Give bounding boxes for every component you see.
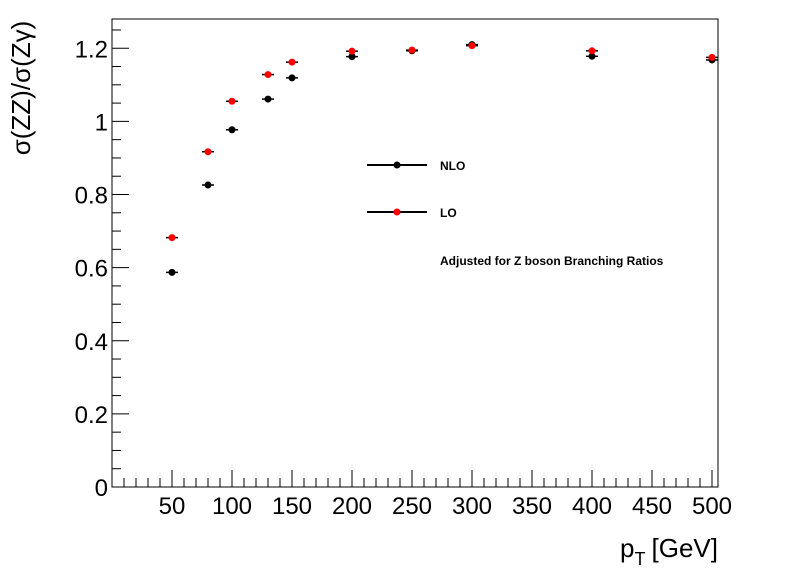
data-point-nlo	[264, 95, 272, 103]
y-tick-label: 1	[95, 109, 108, 136]
data-point-nlo	[288, 74, 296, 82]
y-tick-label: 0.2	[75, 402, 108, 429]
x-tick-label: 350	[512, 493, 552, 520]
legend-lo-marker	[393, 208, 401, 216]
legend-nlo-label: NLO	[440, 159, 465, 173]
x-tick-label: 150	[272, 493, 312, 520]
data-point-lo	[168, 234, 176, 242]
x-axis-title-unit: [GeV]	[652, 533, 718, 563]
legend-lo-label: LO	[440, 206, 457, 220]
y-tick-label: 1.2	[75, 36, 108, 63]
data-point-lo	[348, 47, 356, 55]
data-point-nlo	[204, 181, 212, 189]
series-layer	[166, 41, 718, 276]
x-tick-label: 250	[392, 493, 432, 520]
data-point-lo	[468, 42, 476, 50]
data-point-lo	[204, 148, 212, 156]
x-tick-label: 50	[159, 493, 186, 520]
data-point-nlo	[348, 53, 356, 61]
data-point-lo	[588, 47, 596, 55]
x-tick-label: 450	[632, 493, 672, 520]
plot-frame	[111, 18, 719, 488]
y-tick-label: 0	[95, 475, 108, 502]
annotation: Adjusted for Z boson Branching Ratios	[440, 254, 664, 268]
legend-nlo-marker	[393, 161, 401, 169]
data-point-lo	[708, 53, 716, 61]
x-axis-tick-labels: 50 100 150 200 250 300 350 400 450 500	[159, 493, 732, 520]
series-lo	[166, 42, 718, 242]
y-tick-label: 0.4	[75, 329, 108, 356]
y-tick-label: 0.6	[75, 256, 108, 283]
data-point-lo	[408, 46, 416, 54]
legend: NLO LO	[367, 159, 465, 220]
y-axis-title: σ(ZZ)/σ(Zγ)	[6, 21, 36, 156]
y-tick-label: 0.8	[75, 183, 108, 210]
x-tick-label: 500	[692, 493, 732, 520]
x-axis-ticks	[123, 470, 713, 487]
y-axis-ticks	[112, 29, 129, 488]
x-tick-label: 400	[572, 493, 612, 520]
y-axis-tick-labels: 0 0.2 0.4 0.6 0.8 1 1.2	[75, 36, 108, 502]
data-point-nlo	[588, 52, 596, 60]
data-point-nlo	[168, 268, 176, 276]
data-point-lo	[264, 71, 272, 79]
x-axis-title-main: p	[620, 533, 634, 563]
data-point-lo	[228, 97, 236, 105]
data-point-nlo	[228, 126, 236, 134]
x-tick-label: 100	[212, 493, 252, 520]
x-tick-label: 300	[452, 493, 492, 520]
data-point-lo	[288, 58, 296, 66]
x-axis-title-subscript: T	[635, 549, 646, 569]
x-tick-label: 200	[332, 493, 372, 520]
x-axis-title: pT [GeV]	[620, 533, 718, 569]
